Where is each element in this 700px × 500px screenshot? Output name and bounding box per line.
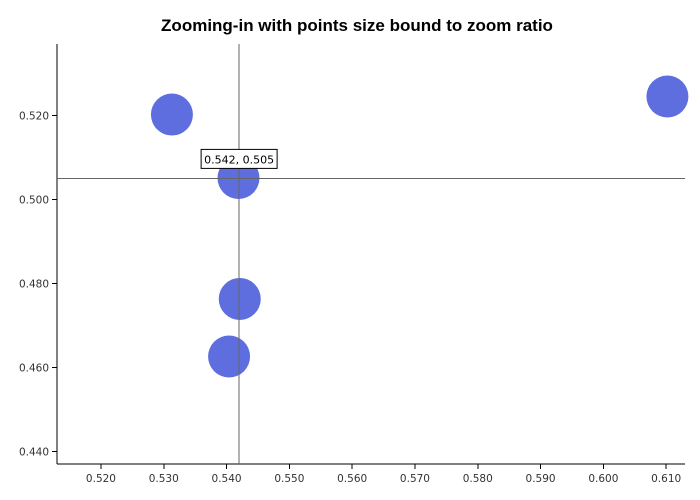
x-tick-label: 0.570: [400, 473, 430, 485]
y-tick-label: 0.500: [19, 194, 49, 206]
x-tick-label: 0.540: [212, 473, 242, 485]
x-tick-label: 0.610: [651, 473, 681, 485]
plot-area[interactable]: [57, 44, 685, 464]
x-tick-label: 0.580: [463, 473, 493, 485]
data-point[interactable]: [218, 277, 261, 320]
x-tick-label: 0.600: [588, 473, 618, 485]
data-point[interactable]: [208, 335, 251, 378]
data-point[interactable]: [150, 93, 193, 136]
y-tick-label: 0.440: [19, 446, 49, 458]
x-tick-label: 0.550: [274, 473, 304, 485]
x-tick-label: 0.590: [526, 473, 556, 485]
y-tick-label: 0.520: [19, 110, 49, 122]
x-tick-label: 0.530: [149, 473, 179, 485]
data-point[interactable]: [646, 75, 689, 118]
x-tick-label: 0.520: [86, 473, 116, 485]
plot-background[interactable]: [57, 44, 685, 464]
x-axis: 0.520 0.530 0.540 0.550 0.560 0.570 0.580 0.590…: [57, 463, 685, 485]
y-tick-label: 0.460: [19, 362, 49, 374]
tooltip-text: 0.542, 0.505: [204, 153, 274, 166]
chart-title: Zooming-in with points size bound to zoo…: [161, 16, 553, 35]
crosshair: [57, 44, 685, 464]
tooltip: 0.542, 0.505: [200, 148, 278, 169]
tooltip-box: [200, 148, 278, 169]
y-axis: 0.440 0.460 0.480 0.500 0.520: [19, 44, 58, 464]
x-tick-label: 0.560: [337, 473, 367, 485]
y-tick-label: 0.480: [19, 278, 49, 290]
